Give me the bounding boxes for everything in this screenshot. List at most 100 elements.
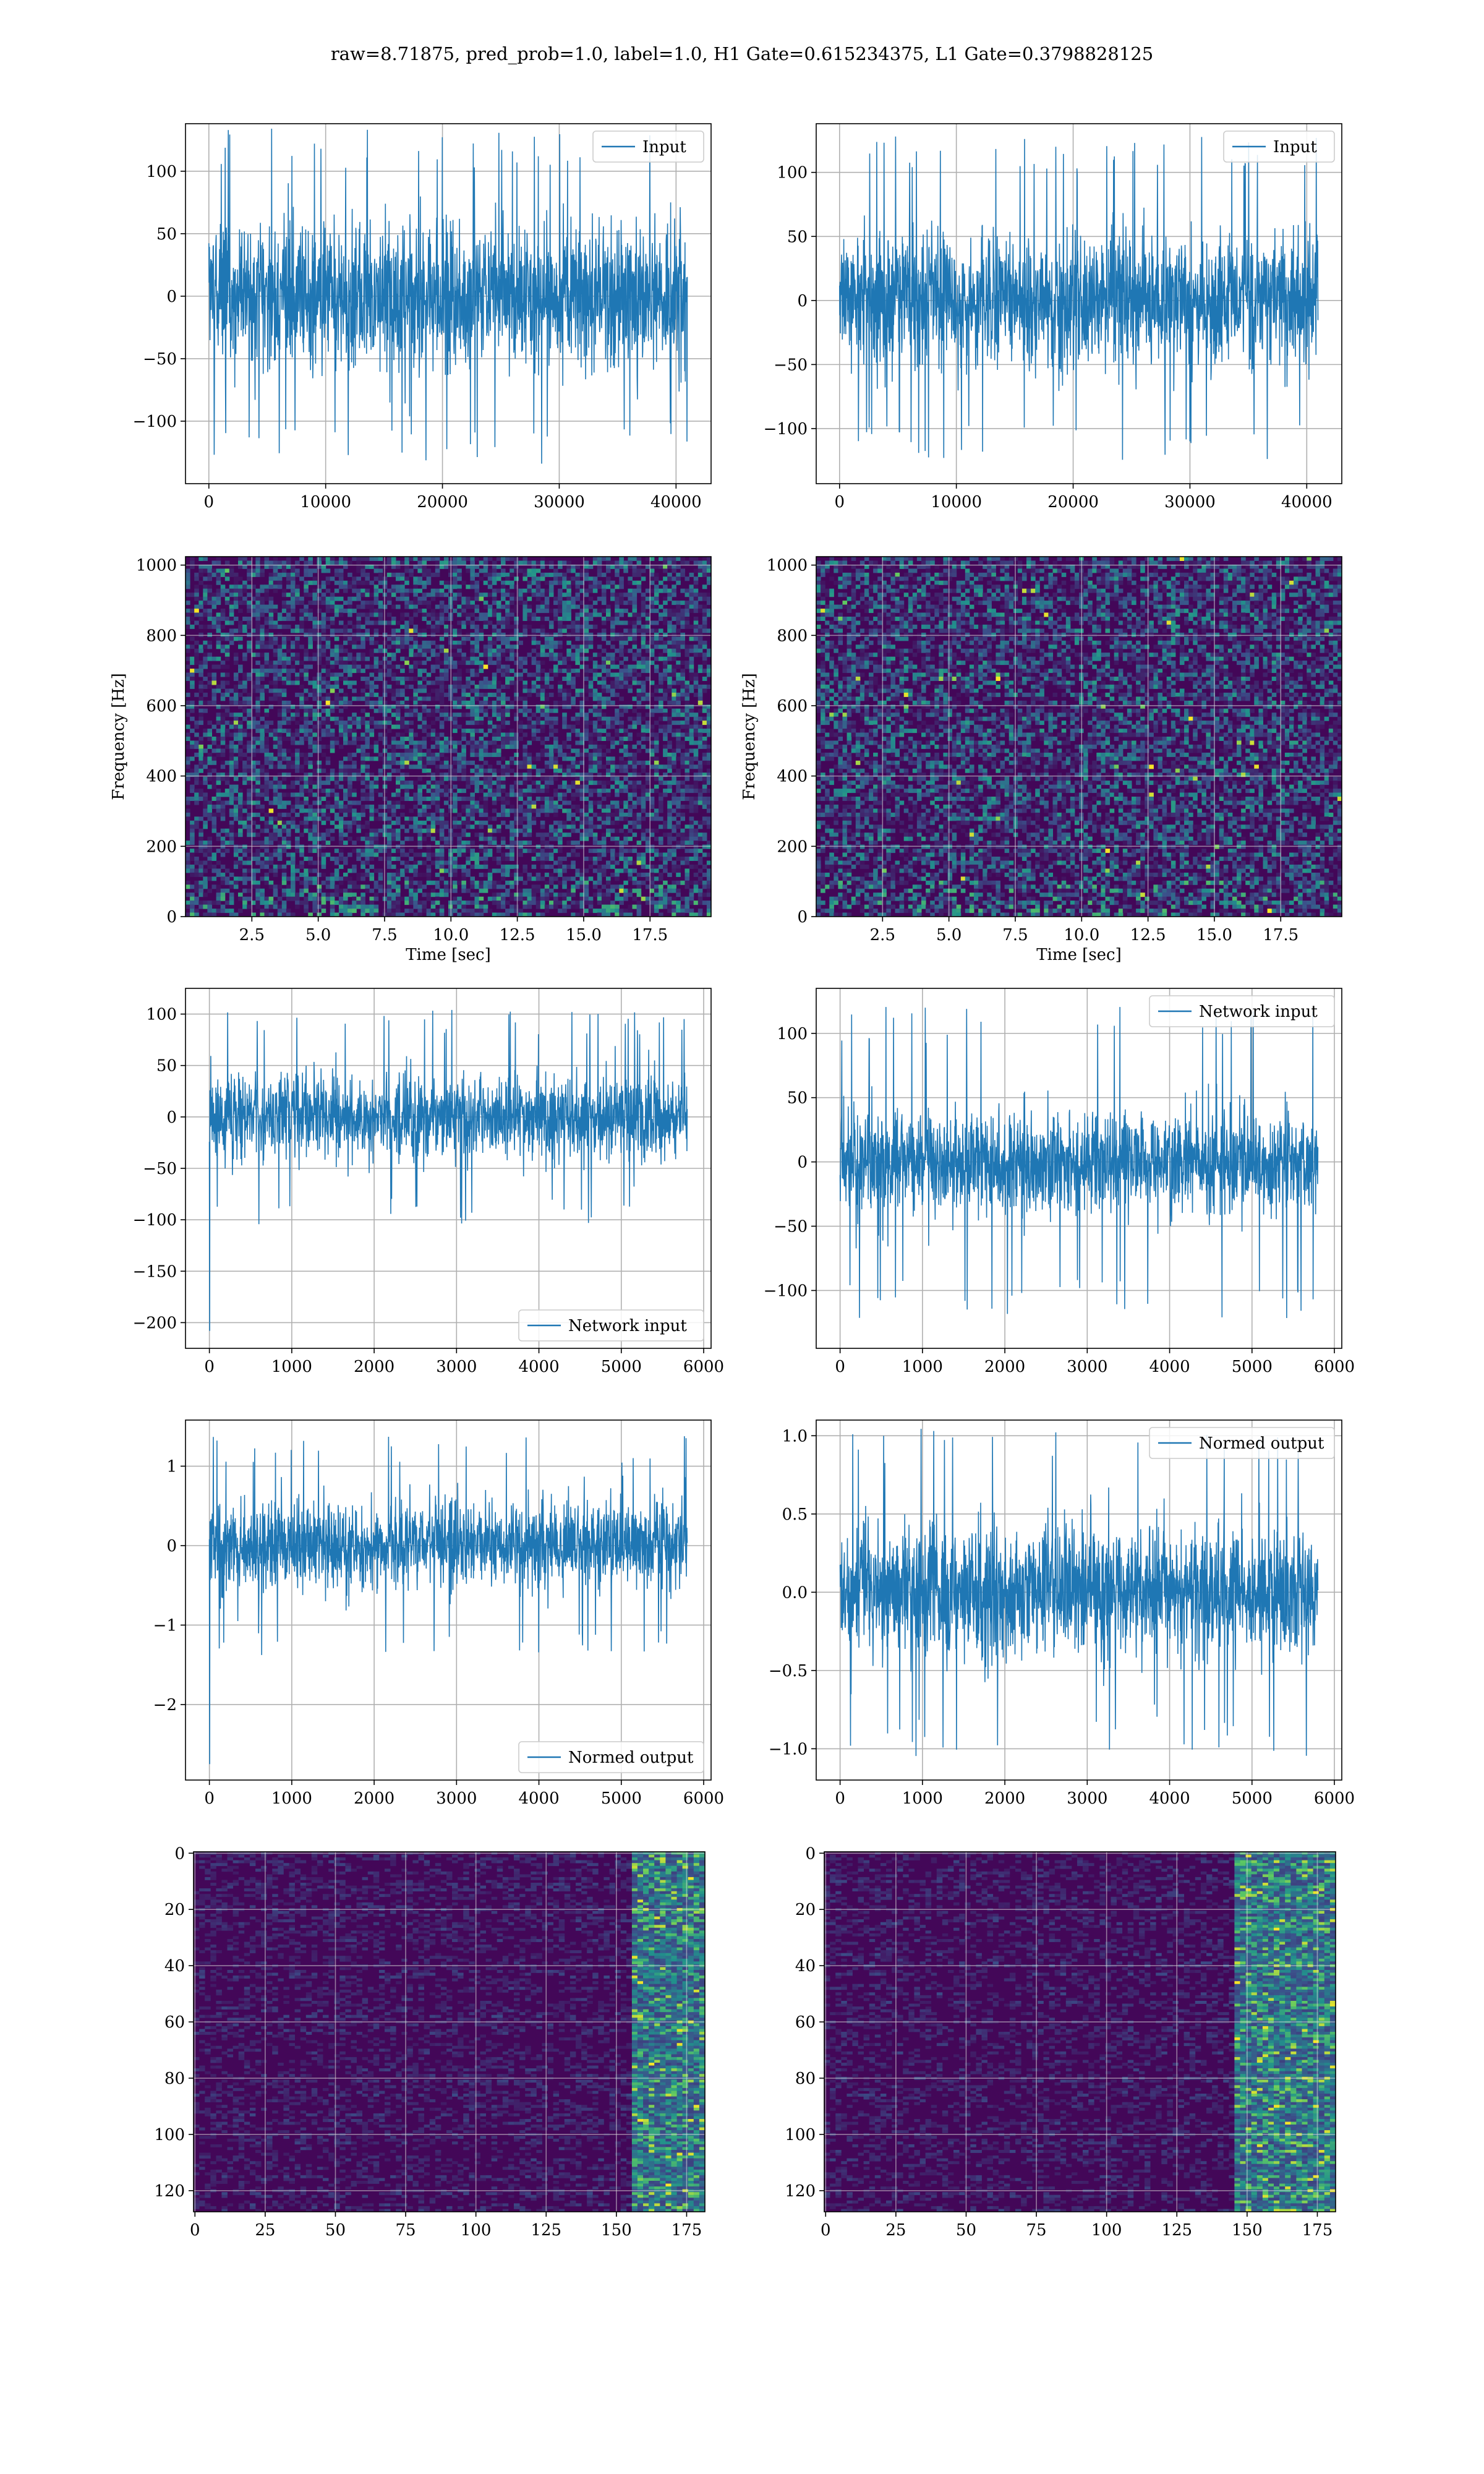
axes-frame — [816, 556, 1342, 917]
x-tick-label: 175 — [1302, 2221, 1333, 2240]
y-axis-label: Frequency [Hz] — [109, 673, 128, 800]
x-tick-label: 4000 — [518, 1358, 559, 1376]
plot-area — [824, 1852, 1336, 2212]
x-tick-label: 6000 — [683, 1789, 724, 1808]
y-tick-label: −50 — [774, 356, 808, 374]
x-tick-label: 40000 — [1281, 493, 1333, 511]
x-tick-label: 4000 — [518, 1789, 559, 1808]
y-tick-label: 0 — [797, 292, 808, 310]
axes-frame — [185, 556, 712, 917]
x-tick-label: 75 — [1026, 2221, 1047, 2240]
series-line — [839, 1429, 1319, 1757]
y-tick-label: 1000 — [136, 557, 177, 575]
plot-area — [816, 988, 1342, 1348]
series-line — [839, 136, 1319, 460]
y-tick-label: 50 — [787, 1089, 808, 1108]
y-tick-label: 100 — [785, 2126, 816, 2144]
y-tick-label: 200 — [146, 837, 177, 856]
x-tick-label: 5.0 — [936, 926, 962, 944]
grid-lines — [816, 1420, 1342, 1780]
y-tick-label: −0.5 — [769, 1662, 808, 1680]
y-tick-label: −200 — [133, 1314, 177, 1332]
x-tick-label: 175 — [672, 2221, 702, 2240]
legend-label: Normed output — [568, 1748, 694, 1767]
x-tick-label: 15.0 — [566, 926, 602, 944]
y-tick-label: 50 — [156, 225, 177, 244]
y-tick-label: 0 — [166, 288, 177, 306]
axes-frame — [185, 123, 712, 484]
panel-input-l1: 0 10000 20000 30000 40000 100 50 0 −50 −100 Input — [764, 123, 1342, 511]
axes-frame — [816, 1419, 1342, 1781]
x-tick-label: 30000 — [534, 493, 585, 511]
y-tick-label: −150 — [133, 1262, 177, 1281]
x-axis-label: Time [sec] — [406, 946, 491, 964]
plot-area — [194, 1852, 705, 2212]
plot-area — [186, 124, 711, 484]
x-tick-label: 3000 — [436, 1789, 477, 1808]
legend-label: Input — [642, 138, 686, 156]
series-line — [208, 1436, 688, 1765]
x-tick-label: 0 — [204, 493, 215, 511]
panel-normed-output-h1: 0 1000 2000 3000 4000 5000 6000 1 0 −1 −2 Normed ou… — [153, 1419, 724, 1808]
x-tick-label: 20000 — [417, 493, 468, 511]
x-tick-label: 3000 — [1067, 1358, 1107, 1376]
y-tick-label: 120 — [154, 2182, 185, 2201]
x-tick-label: 4000 — [1149, 1789, 1190, 1808]
y-tick-label: 800 — [777, 627, 808, 645]
y-tick-label: 40 — [795, 1957, 816, 1975]
x-tick-label: 12.5 — [1130, 926, 1166, 944]
x-tick-label: 5000 — [1232, 1358, 1273, 1376]
x-tick-label: 125 — [531, 2221, 561, 2240]
y-tick-label: 400 — [777, 768, 808, 786]
y-tick-label: −50 — [143, 1160, 177, 1178]
y-tick-label: 50 — [156, 1057, 177, 1076]
panel-spectrogram-l1: 2.5 5.0 7.5 10.0 12.5 15.0 17.5 1000 800 600 400 20… — [740, 556, 1342, 964]
y-tick-label: 0 — [166, 1108, 177, 1127]
legend-label: Network input — [1199, 1003, 1318, 1021]
legend: Input — [1223, 131, 1335, 163]
y-tick-label: −100 — [133, 413, 177, 431]
x-tick-label: 3000 — [1067, 1789, 1107, 1808]
x-tick-label: 150 — [1232, 2221, 1263, 2240]
x-tick-label: 50 — [956, 2221, 976, 2240]
x-tick-label: 5000 — [601, 1358, 642, 1376]
y-tick-label: 20 — [164, 1901, 185, 1919]
y-tick-label: 100 — [154, 2126, 185, 2144]
y-tick-label: 60 — [164, 2013, 185, 2032]
x-tick-label: 0 — [204, 1789, 215, 1808]
x-tick-label: 6000 — [1314, 1358, 1355, 1376]
y-tick-label: 100 — [146, 163, 177, 181]
plot-area — [186, 557, 711, 917]
x-tick-label: 0 — [821, 2221, 831, 2240]
legend: Normed output — [1149, 1427, 1335, 1459]
x-tick-label: 5000 — [601, 1789, 642, 1808]
grid-lines — [186, 557, 711, 917]
plot-area — [816, 557, 1342, 917]
panel-input-h1: 0 10000 20000 30000 40000 100 50 0 −50 −100 Input — [133, 123, 712, 511]
x-tick-label: 2000 — [984, 1789, 1025, 1808]
y-tick-label: 0 — [797, 908, 808, 927]
panel-network-input-h1: 0 1000 2000 3000 4000 5000 6000 100 50 0 −50 −100 −1… — [133, 988, 724, 1376]
x-tick-label: 100 — [461, 2221, 492, 2240]
x-tick-label: 20000 — [1047, 493, 1099, 511]
x-tick-label: 1000 — [271, 1789, 312, 1808]
x-tick-label: 50 — [325, 2221, 346, 2240]
legend-label: Network input — [568, 1317, 687, 1335]
y-tick-label: 0.5 — [782, 1505, 808, 1524]
x-tick-label: 2000 — [984, 1358, 1025, 1376]
legend: Normed output — [518, 1741, 704, 1773]
x-tick-label: 10.0 — [1064, 926, 1099, 944]
y-tick-label: −50 — [774, 1218, 808, 1236]
x-tick-label: 2.5 — [870, 926, 895, 944]
panel-feature-map-l1: 0 25 50 75 100 125 150 175 0 20 40 60 80 100 120 — [785, 1844, 1336, 2240]
legend-label: Normed output — [1199, 1434, 1324, 1453]
y-tick-label: 100 — [777, 164, 808, 182]
grid-lines — [194, 1852, 705, 2212]
y-tick-label: −100 — [764, 420, 808, 439]
y-tick-label: 50 — [787, 228, 808, 246]
x-tick-label: 0 — [190, 2221, 200, 2240]
figure-suptitle: raw=8.71875, pred_prob=1.0, label=1.0, H… — [331, 43, 1153, 65]
y-tick-label: 100 — [146, 1006, 177, 1024]
y-tick-label: 40 — [164, 1957, 185, 1975]
